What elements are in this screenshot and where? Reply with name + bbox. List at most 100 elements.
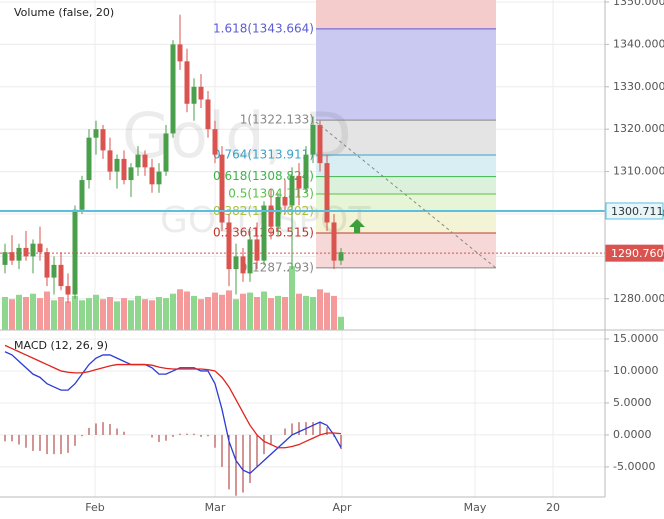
volume-bar bbox=[148, 300, 155, 330]
candle-body bbox=[310, 124, 316, 155]
candle-body bbox=[72, 209, 78, 295]
candle-body bbox=[58, 264, 64, 287]
x-tick-label: May bbox=[464, 501, 487, 514]
candle-body bbox=[9, 252, 15, 261]
price-label: 1300.711 bbox=[611, 205, 664, 218]
volume-bar bbox=[274, 295, 281, 330]
candle-body bbox=[247, 239, 253, 274]
up-arrow-icon bbox=[349, 219, 365, 233]
candle-body bbox=[142, 154, 148, 168]
candle-body bbox=[156, 171, 162, 185]
candle-body bbox=[226, 222, 232, 270]
volume-bar bbox=[120, 298, 127, 330]
fib-zone bbox=[316, 233, 496, 268]
fib-label: 0.618(1308.824) bbox=[213, 169, 314, 183]
volume-bar bbox=[36, 298, 43, 330]
candle-body bbox=[261, 205, 267, 261]
volume-bar bbox=[225, 290, 232, 330]
candle-body bbox=[191, 86, 197, 104]
candle-body bbox=[198, 86, 204, 100]
volume-bar bbox=[253, 297, 260, 330]
volume-bar bbox=[211, 292, 218, 330]
y-tick-label: 1340.000 bbox=[613, 37, 664, 50]
volume-bar bbox=[64, 301, 71, 330]
volume-bar bbox=[197, 299, 204, 330]
volume-bar bbox=[57, 297, 64, 330]
candle-body bbox=[289, 175, 295, 206]
volume-bar bbox=[85, 298, 92, 330]
y-tick-label: 15.0000 bbox=[613, 332, 659, 345]
candle-body bbox=[296, 175, 302, 189]
volume-bar bbox=[317, 289, 324, 330]
x-tick-label: Apr bbox=[332, 501, 352, 514]
macd-line bbox=[4, 351, 342, 475]
fib-zone bbox=[316, 155, 496, 177]
volume-bar bbox=[176, 289, 183, 330]
candle-body bbox=[303, 154, 309, 189]
fib-zone bbox=[316, 28, 496, 121]
volume-bar bbox=[78, 300, 85, 330]
candle-body bbox=[114, 158, 120, 172]
volume-bar bbox=[239, 293, 246, 330]
candle-body bbox=[93, 129, 99, 138]
candle-body bbox=[317, 124, 323, 164]
volume-bar bbox=[281, 297, 288, 330]
y-tick-label: -5.0000 bbox=[613, 460, 655, 473]
fib-zone bbox=[316, 120, 496, 156]
price-label: 1290.760 bbox=[611, 247, 664, 260]
candle-body bbox=[170, 44, 176, 134]
volume-bar bbox=[183, 291, 190, 330]
candle-body bbox=[16, 247, 22, 261]
volume-bar bbox=[303, 295, 310, 330]
y-tick-label: 1330.000 bbox=[613, 80, 664, 93]
volume-bar bbox=[331, 295, 338, 330]
volume-bar bbox=[162, 298, 169, 330]
candle-body bbox=[282, 197, 288, 206]
volume-bar bbox=[29, 293, 36, 330]
y-tick-label: 10.0000 bbox=[613, 364, 659, 377]
fib-label: 0(1287.293) bbox=[240, 260, 314, 274]
candle-body bbox=[65, 286, 71, 295]
candle-body bbox=[86, 137, 92, 181]
y-tick-label: 1320.000 bbox=[613, 122, 664, 135]
volume-bar bbox=[50, 300, 57, 330]
x-tick-label: Feb bbox=[85, 501, 104, 514]
candle-body bbox=[135, 154, 141, 168]
volume-legend: Volume (false, 20) bbox=[14, 6, 114, 19]
volume-bar bbox=[113, 301, 120, 330]
volume-bar bbox=[260, 291, 267, 330]
candle-body bbox=[331, 222, 337, 261]
volume-bar bbox=[218, 294, 225, 330]
candle-body bbox=[233, 256, 239, 270]
trend-line bbox=[315, 121, 497, 269]
candle-body bbox=[149, 167, 155, 185]
volume-bar bbox=[295, 293, 302, 330]
candle-body bbox=[219, 154, 225, 223]
fib-zone bbox=[316, 194, 496, 212]
volume-bar bbox=[310, 297, 317, 330]
candle-body bbox=[324, 163, 330, 223]
volume-bar bbox=[22, 297, 29, 330]
candle-body bbox=[205, 99, 211, 130]
y-tick-label: 5.0000 bbox=[613, 396, 652, 409]
volume-bar bbox=[127, 300, 134, 330]
fib-zone bbox=[316, 0, 496, 29]
macd-legend: MACD (12, 26, 9) bbox=[14, 339, 108, 352]
candle-body bbox=[254, 239, 260, 261]
volume-bar bbox=[71, 295, 78, 330]
y-tick-label: 0.0000 bbox=[613, 428, 652, 441]
volume-bar bbox=[106, 297, 113, 330]
volume-bar bbox=[190, 295, 197, 330]
fib-label: 1.618(1343.664) bbox=[213, 21, 314, 35]
y-tick-label: 1350.000 bbox=[613, 0, 664, 8]
candle-body bbox=[212, 129, 218, 155]
candle-body bbox=[121, 158, 127, 181]
candle-body bbox=[177, 44, 183, 62]
volume-bar bbox=[267, 298, 274, 330]
volume-bar bbox=[15, 294, 22, 330]
macd-line bbox=[4, 344, 342, 449]
candle-body bbox=[23, 247, 29, 257]
candle-body bbox=[44, 252, 50, 278]
volume-bar bbox=[338, 316, 345, 330]
